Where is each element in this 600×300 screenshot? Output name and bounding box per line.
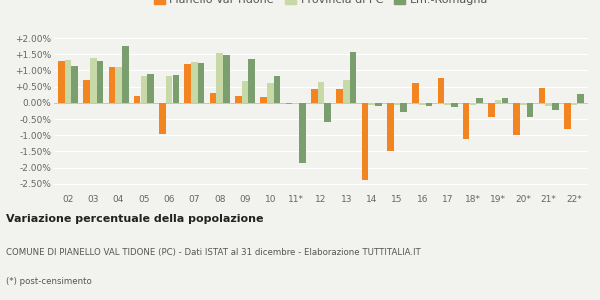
Bar bbox=[571, 103, 577, 104]
Bar bbox=[444, 103, 451, 104]
Bar bbox=[394, 103, 400, 104]
Bar bbox=[539, 88, 545, 103]
Bar bbox=[173, 75, 179, 103]
Text: (*) post-censimento: (*) post-censimento bbox=[6, 278, 92, 286]
Bar bbox=[191, 62, 198, 103]
Bar bbox=[419, 103, 425, 104]
Bar bbox=[115, 67, 122, 103]
Bar bbox=[248, 59, 255, 103]
Bar bbox=[375, 103, 382, 106]
Bar bbox=[71, 66, 78, 103]
Bar bbox=[514, 103, 520, 135]
Bar bbox=[299, 103, 305, 163]
Bar bbox=[350, 52, 356, 103]
Bar bbox=[242, 81, 248, 103]
Bar bbox=[134, 96, 140, 103]
Bar bbox=[311, 89, 317, 103]
Bar bbox=[343, 80, 350, 103]
Bar bbox=[425, 103, 432, 106]
Bar bbox=[90, 58, 97, 103]
Bar bbox=[159, 103, 166, 134]
Bar bbox=[577, 94, 584, 103]
Bar bbox=[318, 82, 324, 103]
Bar bbox=[502, 98, 508, 103]
Bar bbox=[495, 100, 502, 103]
Bar bbox=[274, 76, 280, 103]
Bar bbox=[437, 78, 444, 103]
Bar bbox=[260, 97, 267, 103]
Bar bbox=[198, 63, 205, 103]
Bar bbox=[488, 103, 495, 116]
Bar bbox=[476, 98, 483, 103]
Bar bbox=[545, 103, 552, 106]
Bar bbox=[65, 60, 71, 103]
Bar bbox=[147, 74, 154, 103]
Text: COMUNE DI PIANELLO VAL TIDONE (PC) - Dati ISTAT al 31 dicembre - Elaborazione TU: COMUNE DI PIANELLO VAL TIDONE (PC) - Dat… bbox=[6, 248, 421, 256]
Bar bbox=[223, 55, 230, 103]
Bar bbox=[362, 103, 368, 180]
Bar bbox=[267, 83, 274, 103]
Bar bbox=[217, 53, 223, 103]
Bar bbox=[527, 103, 533, 118]
Bar bbox=[325, 103, 331, 122]
Bar bbox=[368, 103, 375, 106]
Bar bbox=[140, 76, 147, 103]
Bar bbox=[122, 46, 128, 103]
Text: Variazione percentuale della popolazione: Variazione percentuale della popolazione bbox=[6, 214, 263, 224]
Bar bbox=[184, 64, 191, 103]
Bar bbox=[387, 103, 394, 152]
Bar bbox=[470, 103, 476, 106]
Bar bbox=[235, 96, 242, 103]
Bar bbox=[463, 103, 469, 139]
Bar bbox=[337, 89, 343, 103]
Legend: Pianello Val Tidone, Provincia di PC, Em.-Romagna: Pianello Val Tidone, Provincia di PC, Em… bbox=[149, 0, 493, 10]
Bar bbox=[520, 103, 527, 104]
Bar bbox=[97, 61, 103, 103]
Bar bbox=[400, 103, 407, 112]
Bar bbox=[552, 103, 559, 110]
Bar bbox=[83, 80, 90, 103]
Bar bbox=[564, 103, 571, 130]
Bar bbox=[210, 93, 217, 103]
Bar bbox=[109, 67, 115, 103]
Bar bbox=[451, 103, 458, 107]
Bar bbox=[166, 76, 172, 103]
Bar bbox=[58, 61, 65, 103]
Bar bbox=[412, 83, 419, 103]
